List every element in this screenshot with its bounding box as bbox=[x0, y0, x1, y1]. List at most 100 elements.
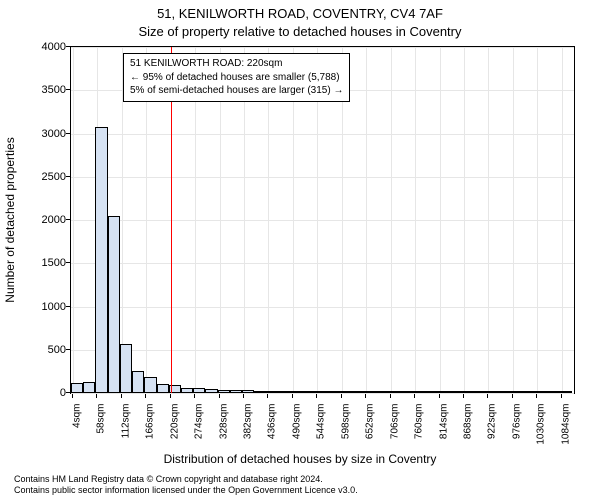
xtick-label: 490sqm bbox=[291, 404, 302, 440]
xtick-mark bbox=[121, 394, 122, 398]
title-line-1: 51, KENILWORTH ROAD, COVENTRY, CV4 7AF bbox=[0, 6, 600, 21]
xtick-mark bbox=[243, 394, 244, 398]
xtick-label: 382sqm bbox=[242, 404, 253, 440]
ytick-label: 3000 bbox=[16, 128, 66, 140]
histogram-bar bbox=[205, 389, 217, 393]
xtick-label: 166sqm bbox=[145, 404, 156, 440]
ytick-mark bbox=[66, 262, 70, 263]
xtick-mark bbox=[536, 394, 537, 398]
histogram-bar bbox=[230, 390, 242, 393]
x-axis-label: Distribution of detached houses by size … bbox=[0, 452, 600, 466]
ytick-label: 1500 bbox=[16, 257, 66, 269]
histogram-bar bbox=[499, 391, 511, 393]
xtick-label: 328sqm bbox=[218, 404, 229, 440]
ytick-mark bbox=[66, 392, 70, 393]
xtick-label: 1030sqm bbox=[536, 404, 547, 445]
histogram-bar bbox=[303, 391, 315, 393]
histogram-bar bbox=[523, 391, 535, 393]
histogram-bar bbox=[218, 390, 230, 393]
xtick-label: 976sqm bbox=[511, 404, 522, 440]
xtick-label: 58sqm bbox=[96, 404, 107, 434]
xtick-mark bbox=[194, 394, 195, 398]
xtick-label: 598sqm bbox=[340, 404, 351, 440]
histogram-bar bbox=[413, 391, 425, 393]
histogram-bar bbox=[71, 383, 83, 393]
xtick-mark bbox=[512, 394, 513, 398]
ytick-mark bbox=[66, 349, 70, 350]
histogram-bar bbox=[132, 371, 144, 393]
ytick-label: 4000 bbox=[16, 41, 66, 53]
ytick-label: 1000 bbox=[16, 301, 66, 313]
histogram-bar bbox=[181, 388, 193, 393]
ytick-label: 2500 bbox=[16, 171, 66, 183]
xtick-label: 544sqm bbox=[316, 404, 327, 440]
histogram-bar bbox=[511, 391, 523, 393]
histogram-bar bbox=[83, 382, 95, 393]
histogram-bar bbox=[267, 391, 279, 393]
ytick-label: 0 bbox=[16, 387, 66, 399]
ytick-label: 500 bbox=[16, 344, 66, 356]
histogram-bar bbox=[560, 391, 572, 393]
gridline-v bbox=[464, 47, 465, 393]
xtick-label: 814sqm bbox=[438, 404, 449, 440]
ytick-mark bbox=[66, 133, 70, 134]
xtick-mark bbox=[390, 394, 391, 398]
xtick-label: 220sqm bbox=[169, 404, 180, 440]
plot-area: 51 KENILWORTH ROAD: 220sqm← 95% of detac… bbox=[70, 46, 575, 394]
figure: 51, KENILWORTH ROAD, COVENTRY, CV4 7AF S… bbox=[0, 0, 600, 500]
histogram-bar bbox=[120, 344, 132, 393]
xtick-mark bbox=[96, 394, 97, 398]
histogram-bar bbox=[450, 391, 462, 393]
histogram-bar bbox=[364, 391, 376, 393]
ytick-mark bbox=[66, 306, 70, 307]
histogram-bar bbox=[144, 377, 156, 393]
gridline-v bbox=[488, 47, 489, 393]
xtick-mark bbox=[267, 394, 268, 398]
histogram-bar bbox=[474, 391, 486, 393]
xtick-label: 706sqm bbox=[389, 404, 400, 440]
histogram-bar bbox=[95, 127, 107, 393]
xtick-mark bbox=[292, 394, 293, 398]
xtick-mark bbox=[487, 394, 488, 398]
xtick-mark bbox=[463, 394, 464, 398]
annotation-box: 51 KENILWORTH ROAD: 220sqm← 95% of detac… bbox=[123, 53, 350, 102]
gridline-v bbox=[537, 47, 538, 393]
xtick-label: 436sqm bbox=[267, 404, 278, 440]
xtick-mark bbox=[365, 394, 366, 398]
xtick-mark bbox=[219, 394, 220, 398]
annotation-line: 51 KENILWORTH ROAD: 220sqm bbox=[130, 57, 343, 71]
ytick-label: 2000 bbox=[16, 214, 66, 226]
xtick-mark bbox=[341, 394, 342, 398]
gridline-v bbox=[415, 47, 416, 393]
xtick-mark bbox=[72, 394, 73, 398]
histogram-bar bbox=[291, 391, 303, 393]
gridline-v bbox=[562, 47, 563, 393]
histogram-bar bbox=[242, 390, 254, 393]
ytick-mark bbox=[66, 46, 70, 47]
histogram-bar bbox=[536, 391, 548, 393]
xtick-mark bbox=[316, 394, 317, 398]
title-line-2: Size of property relative to detached ho… bbox=[0, 24, 600, 39]
xtick-mark bbox=[561, 394, 562, 398]
histogram-bar bbox=[108, 216, 120, 393]
histogram-bar bbox=[401, 391, 413, 393]
histogram-bar bbox=[328, 391, 340, 393]
ytick-mark bbox=[66, 219, 70, 220]
histogram-bar bbox=[315, 391, 327, 393]
xtick-mark bbox=[439, 394, 440, 398]
histogram-bar bbox=[193, 388, 205, 393]
histogram-bar bbox=[487, 391, 499, 393]
xtick-mark bbox=[414, 394, 415, 398]
histogram-bar bbox=[425, 391, 437, 393]
footer: Contains HM Land Registry data © Crown c… bbox=[14, 474, 358, 496]
histogram-bar bbox=[157, 384, 169, 393]
histogram-bar bbox=[279, 391, 291, 393]
xtick-mark bbox=[145, 394, 146, 398]
xtick-label: 4sqm bbox=[71, 404, 82, 428]
gridline-v bbox=[366, 47, 367, 393]
ytick-mark bbox=[66, 176, 70, 177]
histogram-bar bbox=[438, 391, 450, 393]
ytick-mark bbox=[66, 89, 70, 90]
y-axis-label: Number of detached properties bbox=[3, 137, 17, 302]
xtick-mark bbox=[170, 394, 171, 398]
